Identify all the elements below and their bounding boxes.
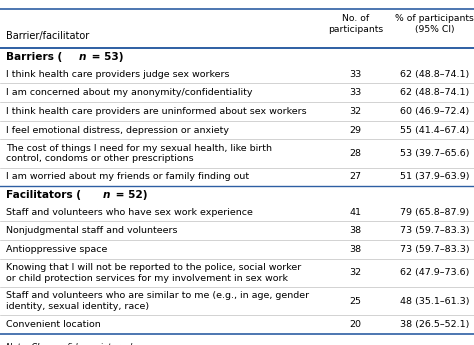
- Text: % of participants
(95% CI): % of participants (95% CI): [395, 14, 474, 34]
- Text: 62 (47.9–73.6): 62 (47.9–73.6): [400, 268, 470, 277]
- Text: Barriers (: Barriers (: [6, 52, 62, 61]
- Text: I think health care providers are uninformed about sex workers: I think health care providers are uninfo…: [6, 107, 306, 116]
- Text: 29: 29: [349, 126, 362, 135]
- Text: 20: 20: [349, 320, 362, 329]
- Text: n: n: [102, 190, 110, 199]
- Text: I am concerned about my anonymity/confidentiality: I am concerned about my anonymity/confid…: [6, 88, 252, 97]
- Text: n: n: [78, 52, 86, 61]
- Text: Barrier/facilitator: Barrier/facilitator: [6, 31, 89, 41]
- Text: No. of
participants: No. of participants: [328, 14, 383, 34]
- Text: Knowing that I will not be reported to the police, social worker
or child protec: Knowing that I will not be reported to t…: [6, 263, 301, 283]
- Text: The cost of things I need for my sexual health, like birth
control, condoms or o: The cost of things I need for my sexual …: [6, 144, 272, 164]
- Text: 55 (41.4–67.4): 55 (41.4–67.4): [400, 126, 470, 135]
- Text: 38: 38: [349, 245, 362, 254]
- Text: Staff and volunteers who are similar to me (e.g., in age, gender
identity, sexua: Staff and volunteers who are similar to …: [6, 291, 309, 311]
- Text: 25: 25: [349, 297, 362, 306]
- Text: 79 (65.8–87.9): 79 (65.8–87.9): [400, 208, 470, 217]
- Text: Staff and volunteers who have sex work experience: Staff and volunteers who have sex work e…: [6, 208, 253, 217]
- Text: 41: 41: [349, 208, 362, 217]
- Text: 38 (26.5–52.1): 38 (26.5–52.1): [400, 320, 470, 329]
- Text: 33: 33: [349, 70, 362, 79]
- Text: I feel emotional distress, depression or anxiety: I feel emotional distress, depression or…: [6, 126, 228, 135]
- Text: 27: 27: [349, 172, 362, 181]
- Text: Facilitators (: Facilitators (: [6, 190, 81, 199]
- Text: 48 (35.1–61.3): 48 (35.1–61.3): [400, 297, 470, 306]
- Text: 73 (59.7–83.3): 73 (59.7–83.3): [400, 245, 470, 254]
- Text: Nonjudgmental staff and volunteers: Nonjudgmental staff and volunteers: [6, 226, 177, 235]
- Text: 73 (59.7–83.3): 73 (59.7–83.3): [400, 226, 470, 235]
- Text: 60 (46.9–72.4): 60 (46.9–72.4): [400, 107, 470, 116]
- Text: 62 (48.8–74.1): 62 (48.8–74.1): [400, 70, 470, 79]
- Text: Note: CI = confidence interval.: Note: CI = confidence interval.: [6, 343, 135, 345]
- Text: 38: 38: [349, 226, 362, 235]
- Text: 51 (37.9–63.9): 51 (37.9–63.9): [400, 172, 470, 181]
- Text: 33: 33: [349, 88, 362, 97]
- Text: = 53): = 53): [88, 52, 123, 61]
- Text: 32: 32: [349, 107, 362, 116]
- Text: 62 (48.8–74.1): 62 (48.8–74.1): [400, 88, 470, 97]
- Text: 32: 32: [349, 268, 362, 277]
- Text: I am worried about my friends or family finding out: I am worried about my friends or family …: [6, 172, 249, 181]
- Text: Convenient location: Convenient location: [6, 320, 100, 329]
- Text: = 52): = 52): [112, 190, 147, 199]
- Text: Antioppressive space: Antioppressive space: [6, 245, 107, 254]
- Text: 28: 28: [349, 149, 362, 158]
- Text: I think health care providers judge sex workers: I think health care providers judge sex …: [6, 70, 229, 79]
- Text: 53 (39.7–65.6): 53 (39.7–65.6): [400, 149, 470, 158]
